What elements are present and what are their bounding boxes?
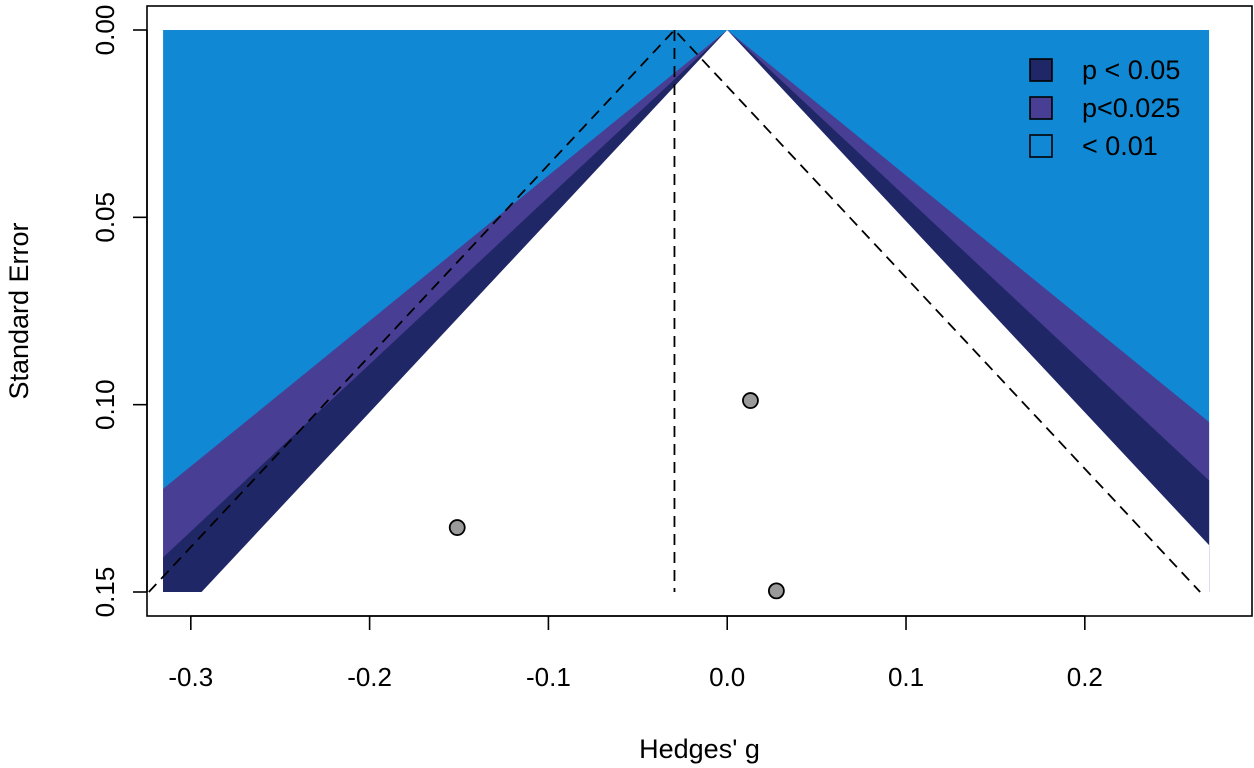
x-tick-label: -0.2	[347, 662, 392, 692]
x-tick-label: -0.1	[526, 662, 571, 692]
reference-lines	[148, 28, 1201, 593]
legend: p < 0.05 p<0.025 < 0.01	[1029, 55, 1180, 161]
x-axis: -0.3 -0.2 -0.1 0.0 0.1 0.2	[168, 615, 1103, 692]
y-tick-label: 0.15	[90, 567, 120, 618]
y-axis-title: Standard Error	[4, 222, 34, 399]
x-tick-label: 0.2	[1067, 662, 1103, 692]
y-tick-label: 0.00	[90, 5, 120, 56]
legend-label: < 0.01	[1082, 131, 1158, 161]
data-points	[448, 392, 785, 600]
x-tick-label: 0.1	[888, 662, 924, 692]
data-point-2	[448, 519, 466, 536]
y-axis: 0.00 0.05 0.10 0.15	[90, 5, 148, 618]
region-non-significant	[201, 30, 1210, 592]
y-tick-label: 0.05	[90, 192, 120, 243]
legend-swatch	[1029, 96, 1053, 120]
x-tick-label: -0.3	[168, 662, 213, 692]
funnel-ci-lines	[148, 28, 1201, 593]
data-point-3	[767, 582, 785, 600]
legend-swatch	[1029, 58, 1053, 82]
legend-label: p<0.025	[1082, 93, 1180, 123]
legend-swatch	[1029, 134, 1053, 158]
legend-label: p < 0.05	[1082, 55, 1180, 85]
data-point-1	[742, 392, 759, 409]
x-axis-title: Hedges' g	[639, 734, 760, 764]
contour-regions	[163, 30, 1210, 592]
y-tick-label: 0.10	[90, 379, 120, 430]
x-tick-label: 0.0	[709, 662, 745, 692]
